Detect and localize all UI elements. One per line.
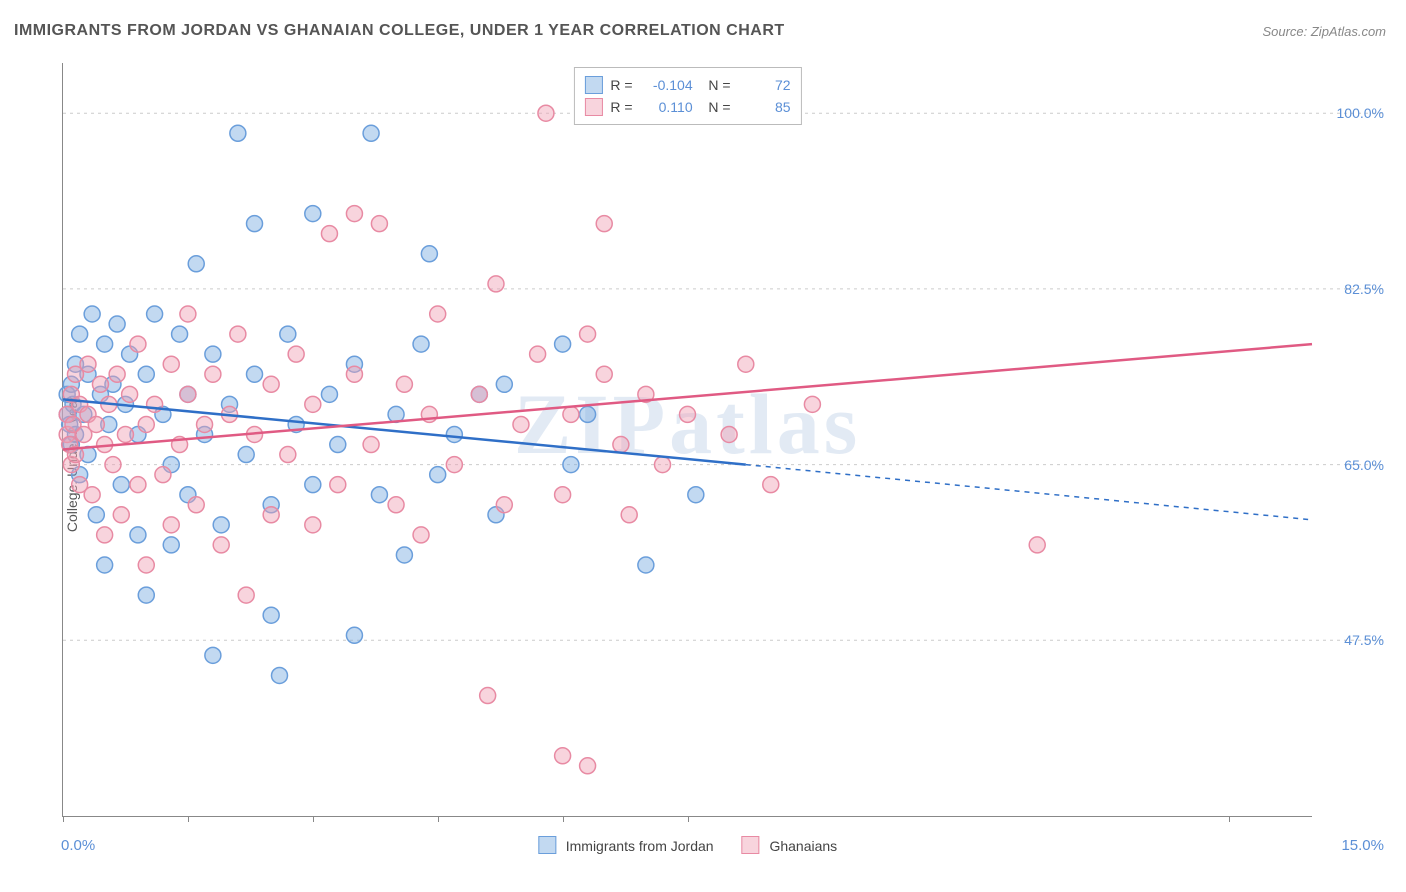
trend-line-layer	[63, 63, 1312, 816]
legend-swatch-jordan	[584, 76, 602, 94]
legend-swatch-icon	[742, 836, 760, 854]
chart-container: College, Under 1 year ZIPatlas R = -0.10…	[14, 55, 1392, 872]
legend-swatch-icon	[538, 836, 556, 854]
legend-r-label: R =	[610, 96, 632, 118]
x-tick	[313, 816, 314, 822]
source-attribution: Source: ZipAtlas.com	[1262, 24, 1386, 39]
legend-r-value-jordan: -0.104	[641, 74, 693, 96]
legend-row-jordan: R = -0.104 N = 72	[584, 74, 790, 96]
x-axis-max-label: 15.0%	[1341, 837, 1384, 854]
x-tick	[438, 816, 439, 822]
series-legend: Immigrants from Jordan Ghanaians	[538, 836, 837, 854]
legend-n-label: N =	[701, 96, 731, 118]
plot-area: ZIPatlas R = -0.104 N = 72 R = 0.110 N =…	[62, 63, 1312, 817]
x-tick	[188, 816, 189, 822]
legend-item-ghanaian: Ghanaians	[742, 836, 838, 854]
legend-r-label: R =	[610, 74, 632, 96]
legend-row-ghanaian: R = 0.110 N = 85	[584, 96, 790, 118]
legend-r-value-ghanaian: 0.110	[641, 96, 693, 118]
y-tick-label: 100.0%	[1316, 105, 1384, 121]
legend-label-ghanaian: Ghanaians	[769, 838, 837, 854]
y-tick-label: 47.5%	[1316, 632, 1384, 648]
correlation-legend: R = -0.104 N = 72 R = 0.110 N = 85	[573, 67, 801, 125]
x-tick	[563, 816, 564, 822]
legend-swatch-ghanaian	[584, 98, 602, 116]
y-tick-label: 65.0%	[1316, 457, 1384, 473]
chart-title: IMMIGRANTS FROM JORDAN VS GHANAIAN COLLE…	[14, 22, 785, 40]
x-axis-min-label: 0.0%	[61, 837, 95, 854]
legend-n-value-jordan: 72	[739, 74, 791, 96]
x-tick	[63, 816, 64, 822]
x-tick	[1229, 816, 1230, 822]
legend-n-value-ghanaian: 85	[739, 96, 791, 118]
y-tick-label: 82.5%	[1316, 281, 1384, 297]
legend-item-jordan: Immigrants from Jordan	[538, 836, 714, 854]
legend-n-label: N =	[701, 74, 731, 96]
legend-label-jordan: Immigrants from Jordan	[566, 838, 714, 854]
x-tick	[688, 816, 689, 822]
